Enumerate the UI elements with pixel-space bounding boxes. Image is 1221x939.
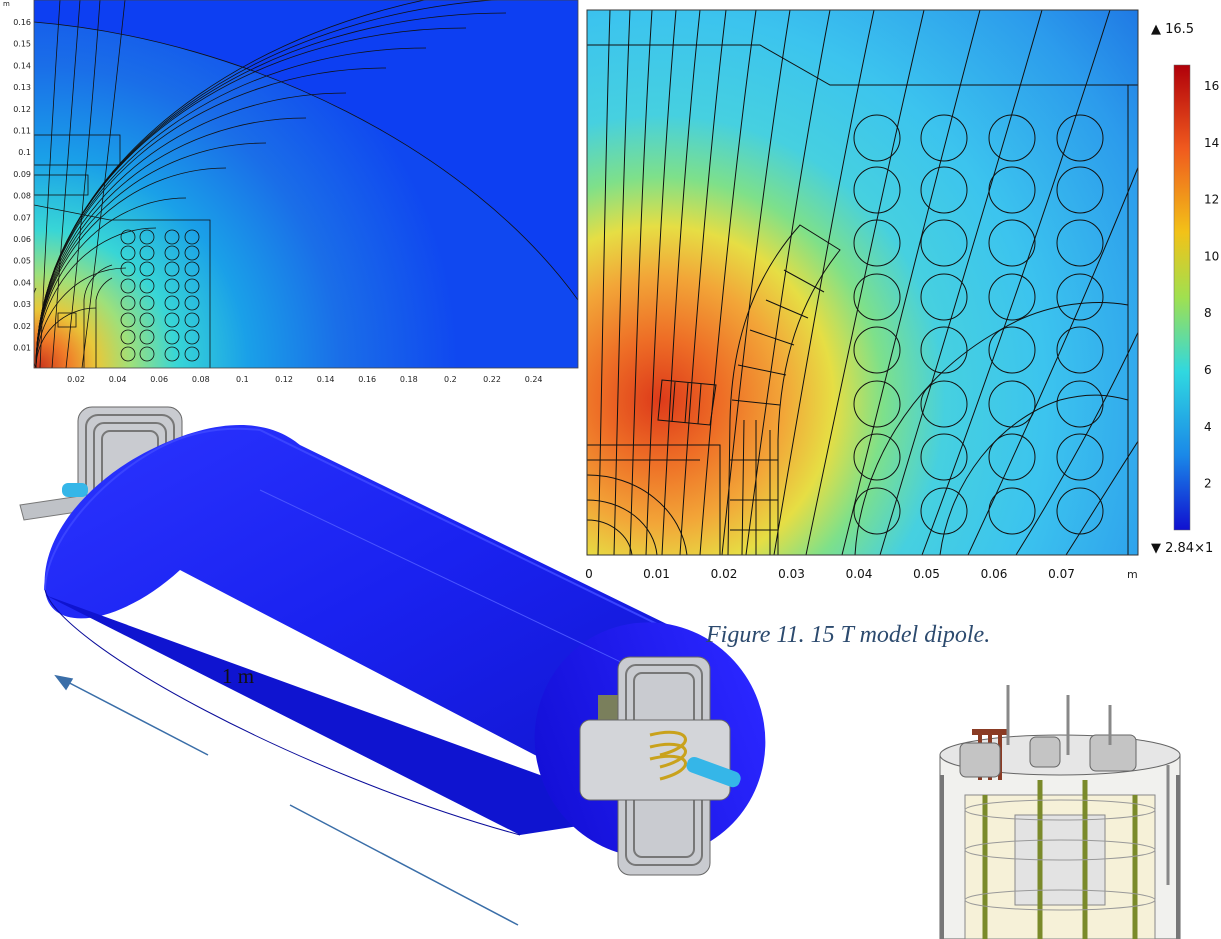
x-tick-label: 0 bbox=[585, 567, 593, 581]
y-tick-label: 0.04 bbox=[13, 278, 31, 287]
y-tick-label: 0.11 bbox=[13, 127, 31, 136]
y-tick-label: 0.06 bbox=[13, 235, 31, 244]
x-tick-label: 0.18 bbox=[400, 375, 418, 384]
y-tick-label: 0.09 bbox=[13, 170, 31, 179]
dipole-3d-render bbox=[19, 406, 766, 926]
x-tick-label: 0.07 bbox=[1048, 567, 1075, 581]
colorbar-tick-label: 4 bbox=[1204, 420, 1212, 434]
x-tick-label: 0.06 bbox=[981, 567, 1008, 581]
x-tick-label: 0.06 bbox=[150, 375, 168, 384]
y-tick-label: 0.1 bbox=[18, 148, 31, 157]
y-tick-label: 0.01 bbox=[13, 344, 31, 353]
y-tick-label: 0.02 bbox=[13, 322, 31, 331]
x-tick-label: 0.02 bbox=[711, 567, 738, 581]
y-tick-label: 0.05 bbox=[13, 257, 31, 266]
colorbar-tick-label: 6 bbox=[1204, 363, 1212, 377]
colorbar-max-label: ▲ 16.5 bbox=[1151, 22, 1195, 37]
x-tick-label: 0.04 bbox=[109, 375, 127, 384]
scale-arrow bbox=[54, 674, 519, 926]
y-tick-label: 0.14 bbox=[13, 61, 31, 70]
y-tick-label: 0.15 bbox=[13, 40, 31, 49]
y-tick-label: 0.07 bbox=[13, 213, 31, 222]
figure-caption: Figure 11. 15 T model dipole. bbox=[706, 622, 991, 648]
x-tick-label: 0.22 bbox=[483, 375, 501, 384]
field-plot-overview: 0.02 0.04 0.06 0.08 0.1 0.12 0.14 0.16 0.18 0.2 0.… bbox=[13, 0, 579, 384]
x-tick-label: 0.16 bbox=[358, 375, 376, 384]
colorbar-min-label: ▼ 2.84×1 bbox=[1151, 541, 1214, 556]
colorbar-tick-label: 12 bbox=[1204, 193, 1219, 207]
plot-overview-unit: m bbox=[3, 0, 10, 8]
y-tick-label: 0.16 bbox=[13, 18, 31, 27]
y-tick-label: 0.08 bbox=[13, 192, 31, 201]
x-tick-label: 0.08 bbox=[192, 375, 210, 384]
x-tick-label: 0.2 bbox=[444, 375, 457, 384]
colorbar-tick-label: 14 bbox=[1204, 136, 1219, 150]
x-tick-label: 0.03 bbox=[778, 567, 805, 581]
colorbar bbox=[1173, 64, 1191, 531]
x-tick-label: 0.02 bbox=[67, 375, 85, 384]
field-plot-zoom: 0 0.01 0.02 0.03 0.04 0.05 0.06 0.07 16 14 12 10 8 6… bbox=[585, 9, 1219, 581]
y-tick-label: 0.03 bbox=[13, 300, 31, 309]
plot-zoom-unit: m bbox=[1127, 568, 1138, 581]
colorbar-tick-label: 8 bbox=[1204, 306, 1212, 320]
x-tick-label: 0.14 bbox=[317, 375, 335, 384]
x-tick-label: 0.24 bbox=[525, 375, 543, 384]
colorbar-tick-label: 2 bbox=[1204, 477, 1212, 491]
x-tick-label: 0.04 bbox=[846, 567, 873, 581]
scale-bar-label: 1 m bbox=[222, 664, 255, 688]
x-tick-label: 0.01 bbox=[643, 567, 670, 581]
cryostat-render bbox=[939, 685, 1181, 939]
x-tick-label: 0.1 bbox=[236, 375, 249, 384]
colorbar-tick-label: 16 bbox=[1204, 79, 1219, 93]
colorbar-tick-label: 10 bbox=[1204, 249, 1219, 263]
y-tick-label: 0.13 bbox=[13, 83, 31, 92]
x-tick-label: 0.12 bbox=[275, 375, 293, 384]
front-coil bbox=[579, 656, 741, 876]
x-tick-label: 0.05 bbox=[913, 567, 940, 581]
y-tick-label: 0.12 bbox=[13, 105, 31, 114]
